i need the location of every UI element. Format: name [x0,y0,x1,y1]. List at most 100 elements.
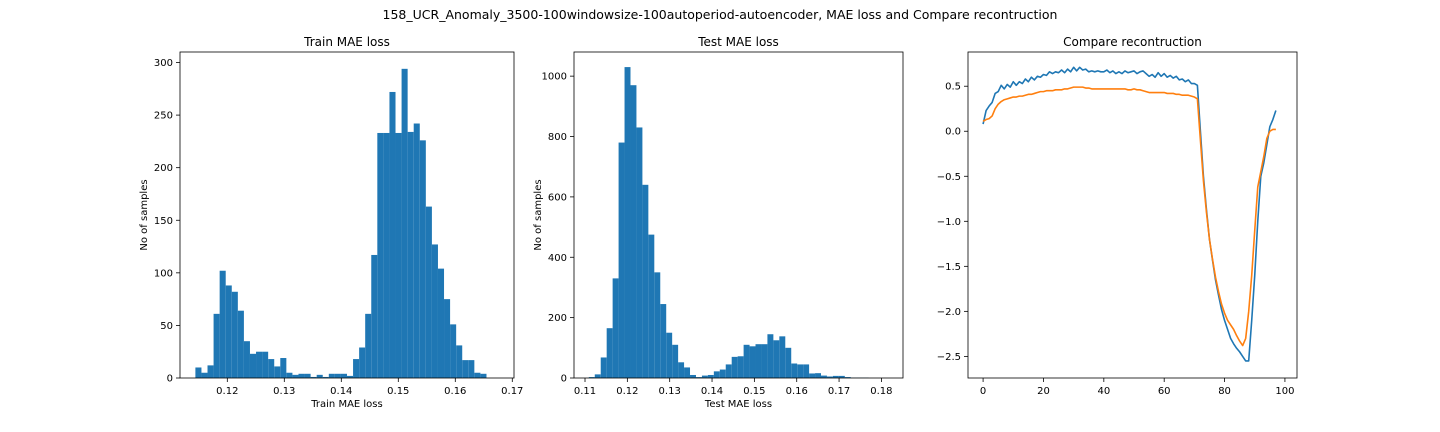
y-tick-label: 300 [154,58,173,69]
y-tick-label: 200 [154,163,173,174]
y-tick-label: 50 [160,321,173,332]
y-tick-label: 0.0 [945,127,961,138]
histogram-bar [594,374,601,378]
axes-frame [573,51,904,379]
histogram-bar [468,360,475,378]
x-tick-label: 60 [1158,386,1171,397]
y-tick-label: 0 [167,374,173,385]
histogram-bar [395,132,402,378]
histogram-bar [821,375,827,378]
histogram-bar [262,351,269,378]
histogram-bar [642,184,649,378]
y-tick-label: 0.5 [945,82,961,93]
chart-title: Train MAE loss [303,35,390,49]
histogram-bar [624,67,631,378]
histogram-bar [743,344,750,378]
histogram-bar [413,123,420,378]
y-tick-label: −1.5 [937,262,961,273]
histogram-bar [304,373,311,378]
y-tick-label: −0.5 [937,172,961,183]
histogram-bar [713,371,720,378]
y-tick-label: −2.0 [937,307,961,318]
histogram-bar [286,372,293,378]
x-axis-label: Test MAE loss [704,399,772,410]
histogram-bar [701,375,708,378]
histogram-bar [298,373,305,378]
histogram-bar [249,353,257,378]
histogram-bar [480,373,487,378]
histogram-bar [431,244,438,378]
test-loss-histogram: 0.11 0.12 0.13 0.14 0.15 0.16 0.17 0.18 0 200 400 6… [533,35,904,410]
histogram-bar [268,359,275,378]
histogram-bar [316,374,323,378]
line-series-2 [982,86,1276,347]
x-tick-label: 20 [1037,386,1050,397]
histogram-bar [695,377,702,378]
y-tick-label: −2.5 [937,352,961,363]
histogram-bar [666,332,673,378]
histogram-bar [456,345,463,378]
x-tick-label: 0 [980,386,986,397]
histogram-bar [803,364,810,378]
histogram-bar [660,304,667,378]
x-tick-label: 0.14 [701,386,723,397]
histogram-bar [401,68,408,378]
histogram-bar [779,336,786,378]
histogram-bar [340,373,347,378]
y-tick-label: 200 [548,313,567,324]
histogram-bar [383,132,390,378]
histogram-bar [636,127,643,379]
histogram-bar [690,374,696,378]
histogram-bar [347,375,354,378]
x-tick-label: 0.15 [743,386,765,397]
histogram-bar [292,374,299,378]
histogram-bar [359,347,366,378]
histogram-bar [648,234,655,378]
chart-title: Test MAE loss [697,35,779,49]
histogram-bar [630,85,637,378]
line-series-1 [982,66,1277,362]
histogram-bar [707,374,714,378]
x-tick-label: 100 [1275,386,1294,397]
histogram-bar [437,268,445,378]
histogram-bar [207,365,214,378]
histogram-bar [719,369,726,378]
histogram-bar [737,356,744,378]
histogram-bar [219,270,226,378]
histogram-bar [474,372,481,378]
histogram-bar [195,367,202,378]
histogram-bar [755,344,762,378]
histogram-bar [600,357,607,378]
histogram-bar [731,356,738,378]
histogram-bar [838,375,845,378]
histogram-bar [450,324,457,378]
histogram-bar [606,328,613,378]
histogram-bar [844,377,851,378]
histogram-bar [815,373,821,378]
histogram-bar [654,272,661,378]
y-tick-label: 150 [154,216,173,227]
axes-frame [967,51,1298,379]
y-axis-label: No of samples [139,179,150,250]
histogram-bar [462,360,469,378]
axes-frame [179,51,515,379]
x-tick-label: 80 [1218,386,1231,397]
histogram-bar [213,313,220,378]
histogram-bar [797,364,804,378]
histogram-bar [365,313,372,378]
histogram-bar [256,351,263,378]
y-tick-label: 100 [154,268,173,279]
y-tick-label: 0 [561,374,567,385]
histogram-bar [444,299,451,378]
histogram-bar [425,206,432,378]
histogram-bar [419,140,426,378]
histogram-bar [225,285,232,378]
y-tick-label: 400 [548,253,567,264]
histogram-bar [201,372,208,378]
histogram-bar [678,362,685,378]
histogram-bar [767,334,774,378]
histogram-bar [328,373,335,378]
x-tick-label: 0.12 [216,386,238,397]
x-tick-label: 0.13 [659,386,681,397]
